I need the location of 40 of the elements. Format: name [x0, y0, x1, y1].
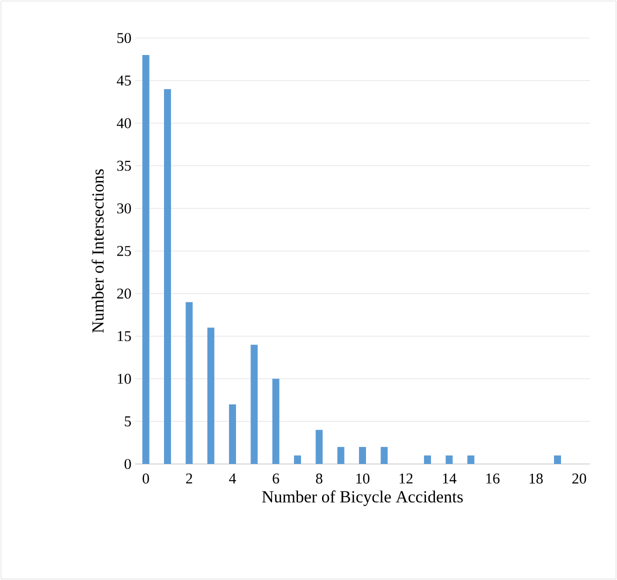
y-tick-label: 0 [124, 458, 131, 470]
x-tick-label: 20 [572, 474, 586, 484]
y-tick-label: 10 [118, 374, 131, 384]
bar [316, 430, 323, 464]
bar [337, 446, 344, 464]
x-tick-label: 16 [486, 474, 500, 484]
y-tick-label: 15 [118, 331, 131, 342]
bar [359, 446, 366, 464]
x-tick-label: 2 [186, 474, 192, 484]
bar [554, 455, 562, 464]
x-axis-title: Number of Bicycle Accidents [262, 490, 463, 506]
y-tick-label: 30 [117, 203, 131, 214]
y-tick-label: 50 [117, 32, 131, 44]
bar [467, 455, 474, 464]
bar [380, 446, 388, 464]
y-tick-label: 45 [116, 76, 131, 86]
y-tick-label: 5 [124, 416, 131, 426]
bar [207, 328, 214, 464]
bar [186, 302, 193, 464]
y-tick-label: 25 [117, 246, 131, 256]
bar [424, 455, 432, 464]
bar [229, 404, 236, 464]
x-tick-label: 12 [400, 474, 412, 484]
bar [294, 455, 302, 464]
x-tick-label: 18 [530, 474, 543, 484]
bar [446, 455, 453, 464]
x-tick-label: 4 [229, 474, 236, 484]
x-tick-label: 8 [316, 474, 322, 484]
bar [142, 55, 150, 464]
bar [164, 89, 172, 464]
x-tick-label: 0 [142, 474, 150, 484]
y-tick-label: 20 [117, 288, 131, 299]
x-tick-label: 6 [272, 474, 280, 484]
y-tick-label: 35 [117, 160, 131, 171]
x-tick-label: 14 [443, 474, 456, 484]
y-axis-title: Number of Intersections [92, 169, 104, 333]
bar [272, 378, 280, 464]
bar [250, 344, 258, 464]
y-tick-label: 40 [116, 118, 131, 128]
x-tick-label: 10 [356, 474, 370, 484]
